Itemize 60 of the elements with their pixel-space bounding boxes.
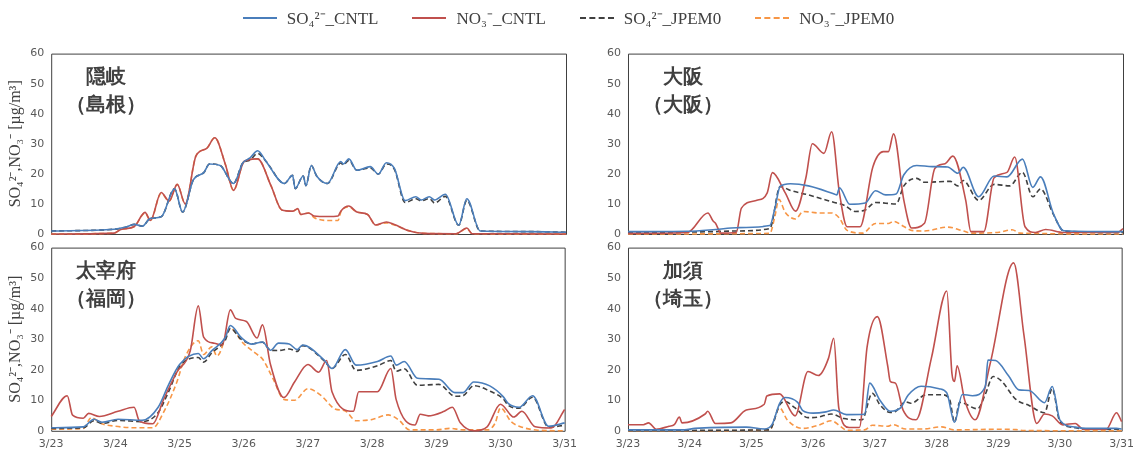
y-tick-label: 0 [614,226,621,240]
legend-label: NO₃⁻_CNTL [456,8,546,29]
x-tick-label: 3/26 [800,437,826,451]
annotation: （福岡） [66,285,147,310]
y-tick-label: 50 [607,76,621,90]
y-tick-label: 20 [607,166,621,180]
y-tick-label: 10 [607,393,621,407]
y-tick-label: 30 [30,136,45,150]
y-tick-label: 20 [607,362,621,376]
annotation: （大阪） [643,91,723,116]
y-tick-label: 50 [30,270,45,284]
y-tick-label: 40 [607,301,621,315]
annotation: 加須 [662,257,703,282]
x-tick-label: 3/30 [488,437,513,451]
legend-label: SO₄²⁻_JPEM0 [623,8,722,29]
legend-label: SO₄²⁻_CNTL [286,8,379,29]
y-tick-label: 60 [607,46,621,60]
x-tick-label: 3/23 [615,437,641,451]
x-tick-label: 3/31 [1109,437,1134,451]
x-tick-label: 3/24 [103,437,128,451]
x-tick-label: 3/29 [423,437,449,451]
x-tick-label: 3/26 [231,437,257,451]
x-tick-label: 3/25 [167,437,192,451]
y-tick-label: 60 [30,46,45,60]
y-tick-label: 0 [614,423,621,437]
annotation: 隠岐 [86,63,127,88]
y-tick-label: 30 [607,332,621,346]
x-tick-label: 3/23 [38,437,64,451]
y-tick-label: 60 [607,240,621,254]
x-tick-label: 3/27 [862,437,888,451]
x-tick-label: 3/31 [552,437,577,451]
y-tick-label: 60 [30,240,45,254]
y-tick-label: 50 [30,76,45,90]
x-tick-label: 3/30 [1047,437,1073,451]
y-tick-label: 40 [30,301,45,315]
y-tick-label: 0 [37,226,45,240]
x-tick-label: 3/29 [985,437,1011,451]
y-tick-label: 30 [30,332,45,346]
legend-label: NO₃⁻_JPEM0 [799,8,895,29]
annotation: （島根） [66,91,147,116]
y-axis-title: SO₄²⁻,NO₃⁻ [µg/m³] [5,80,24,208]
x-tick-label: 3/25 [739,437,764,451]
y-tick-label: 40 [607,106,621,120]
y-tick-label: 20 [30,166,45,180]
y-tick-label: 10 [607,196,621,210]
y-tick-label: 40 [30,106,45,120]
y-tick-label: 20 [30,362,45,376]
x-tick-label: 3/24 [677,437,703,451]
x-tick-label: 3/28 [359,437,385,451]
annotation: 大阪 [663,63,704,88]
annotation: 太宰府 [75,257,137,282]
x-tick-label: 3/28 [924,437,949,451]
x-tick-label: 3/27 [295,437,321,451]
y-tick-label: 0 [37,423,45,437]
annotation: （埼玉） [643,285,723,310]
y-tick-label: 50 [607,270,621,284]
y-axis-title: SO₄²⁻,NO₃⁻ [µg/m³] [5,275,24,403]
y-tick-label: 10 [30,393,45,407]
y-tick-label: 30 [607,136,621,150]
y-tick-label: 10 [30,196,45,210]
